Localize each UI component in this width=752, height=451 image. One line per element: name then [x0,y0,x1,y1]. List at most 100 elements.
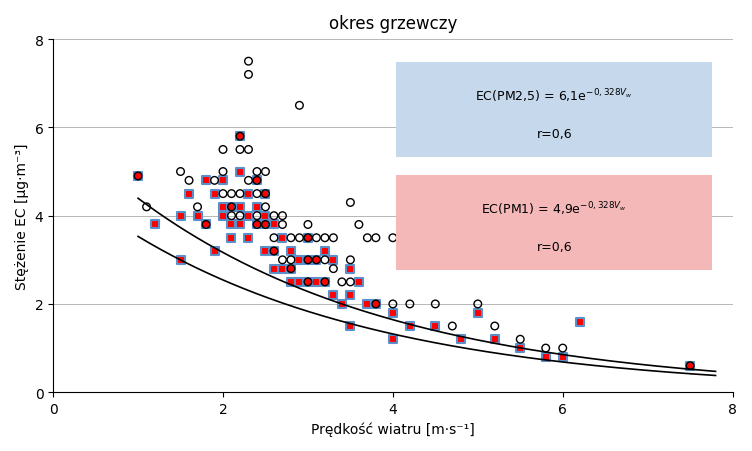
Point [200,221,212,229]
Point [174,212,186,220]
Point [489,322,501,330]
Point [268,266,280,273]
Point [259,221,271,229]
Point [259,191,271,198]
Title: okres grzewczy: okres grzewczy [329,15,457,33]
Point [149,221,161,229]
Point [251,204,263,211]
Point [370,301,382,308]
Point [327,235,339,242]
Point [226,235,238,242]
Point [192,212,204,220]
Point [208,191,220,198]
Point [217,212,229,220]
Point [259,191,271,198]
Point [192,204,204,211]
Text: r=0,6: r=0,6 [536,128,572,141]
Point [311,235,323,242]
Point [336,301,348,308]
Point [208,177,220,184]
Point [311,257,323,264]
Point [226,204,238,211]
Point [268,221,280,229]
Point [251,212,263,220]
Point [242,191,254,198]
Point [217,147,229,154]
Point [242,212,254,220]
Point [344,279,356,286]
Point [574,318,586,326]
Point [251,191,263,198]
Point [514,336,526,343]
Text: EC(PM1) = 4,9e$^{-0,328V_w}$: EC(PM1) = 4,9e$^{-0,328V_w}$ [481,200,627,218]
Point [387,336,399,343]
Point [370,235,382,242]
Point [293,257,305,264]
Point [370,301,382,308]
Point [251,221,263,229]
Point [285,266,297,273]
Point [344,199,356,207]
Point [285,266,297,273]
Point [327,257,339,264]
Point [217,191,229,198]
Point [234,221,246,229]
Point [268,248,280,255]
Point [226,191,238,198]
Point [251,177,263,184]
Point [217,169,229,176]
Point [327,266,339,273]
Point [362,301,374,308]
Point [387,309,399,317]
Point [319,248,331,255]
Point [684,362,696,369]
Point [489,336,501,343]
Point [277,235,289,242]
Point [302,221,314,229]
Point [234,212,246,220]
X-axis label: Prędkość wiatru [m·s⁻¹]: Prędkość wiatru [m·s⁻¹] [311,422,475,436]
FancyBboxPatch shape [396,176,712,271]
Point [472,301,484,308]
Point [277,221,289,229]
Point [277,266,289,273]
Point [242,147,254,154]
Point [174,257,186,264]
Point [353,279,365,286]
Point [302,257,314,264]
Point [234,191,246,198]
Point [429,301,441,308]
Point [556,354,569,361]
Point [311,279,323,286]
Point [285,235,297,242]
Point [234,133,246,141]
Point [319,235,331,242]
Point [302,279,314,286]
Point [556,345,569,352]
Point [242,72,254,79]
Point [344,257,356,264]
Point [319,279,331,286]
Point [514,345,526,352]
Point [319,257,331,264]
Point [259,221,271,229]
Point [302,257,314,264]
Point [277,257,289,264]
Point [344,322,356,330]
Point [293,279,305,286]
Point [472,309,484,317]
Point [132,173,144,180]
Point [174,169,186,176]
Point [200,177,212,184]
Point [327,292,339,299]
Point [455,336,467,343]
Point [285,257,297,264]
Point [251,221,263,229]
Point [242,177,254,184]
Point [574,116,586,123]
Point [132,173,144,180]
Point [293,235,305,242]
Point [234,169,246,176]
Point [353,221,365,229]
Point [302,235,314,242]
